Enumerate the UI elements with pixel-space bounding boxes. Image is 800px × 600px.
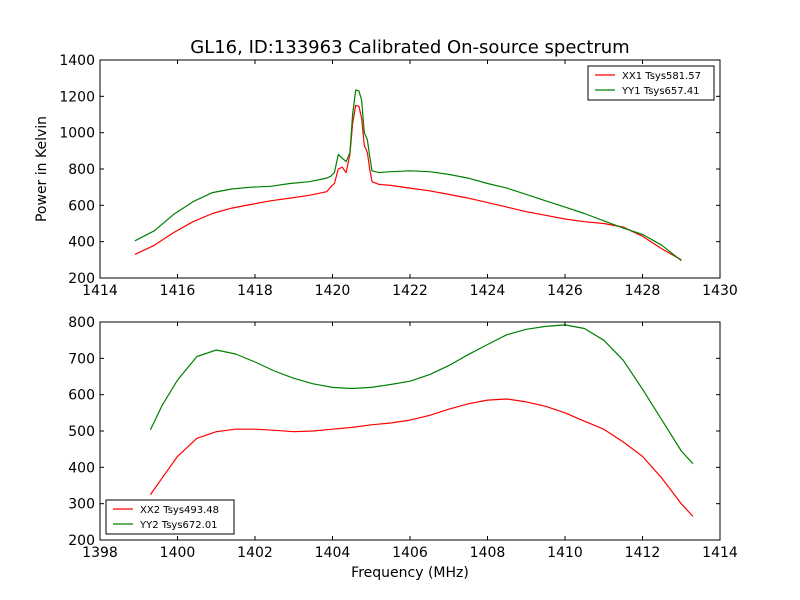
y-tick-label: 600 [68, 198, 95, 214]
legend-label: XX2 Tsys493.48 [140, 505, 219, 516]
x-tick-label: 1408 [470, 545, 506, 561]
y-tick-label: 1400 [59, 53, 95, 69]
x-tick-label: 1416 [160, 283, 196, 299]
x-tick-label: 1402 [237, 545, 273, 561]
chart-title: GL16, ID:133963 Calibrated On-source spe… [190, 37, 629, 58]
y-tick-label: 200 [68, 533, 95, 549]
x-tick-label: 1406 [392, 545, 428, 561]
y-tick-label: 500 [68, 424, 95, 440]
y-tick-label: 400 [68, 235, 95, 251]
x-tick-label: 1424 [470, 283, 506, 299]
x-tick-label: 1410 [547, 545, 583, 561]
legend: XX2 Tsys493.48 YY2 Tsys672.01 [105, 499, 235, 535]
legend-box [105, 499, 235, 535]
x-tick-label: 1428 [625, 283, 661, 299]
x-tick-label: 1414 [82, 283, 118, 299]
x-tick-label: 1422 [392, 283, 428, 299]
legend-label: YY2 Tsys672.01 [139, 520, 218, 531]
legend: XX1 Tsys581.57 YY1 Tsys657.41 [587, 65, 715, 101]
x-tick-label: 1420 [315, 283, 351, 299]
series-line-1 [134, 104, 682, 261]
x-tick-label: 1412 [625, 545, 661, 561]
y-tick-label: 800 [68, 162, 95, 178]
chart-panel-2: 1398 1400 1402 1404 1406 1408 1410 1412 1414 200 3… [68, 315, 738, 561]
legend-box [587, 65, 715, 101]
plots-area: 1414 1416 1418 1420 1422 1424 1426 1428 1430 200 4… [59, 53, 738, 561]
x-tick-label: 1398 [82, 545, 118, 561]
series-line-1 [149, 398, 694, 517]
y-tick-label: 1000 [59, 126, 95, 142]
x-tick-label: 1400 [160, 545, 196, 561]
y-tick-label: 300 [68, 497, 95, 513]
x-tick-label: 1418 [237, 283, 273, 299]
y-tick-label: 800 [68, 315, 95, 331]
x-tick-label: 1414 [702, 545, 738, 561]
y-tick-label: 700 [68, 351, 95, 367]
y-tick-label: 400 [68, 460, 95, 476]
y-tick-label: 200 [68, 271, 95, 287]
legend-label: YY1 Tsys657.41 [621, 86, 700, 97]
y-axis-label: Power in Kelvin [34, 116, 50, 222]
x-tick-label: 1426 [547, 283, 583, 299]
y-tick-label: 1200 [59, 89, 95, 105]
x-tick-label: 1430 [702, 283, 738, 299]
chart-panel-1: 1414 1416 1418 1420 1422 1424 1426 1428 1430 200 4… [59, 53, 737, 299]
series-line-2 [149, 324, 694, 465]
x-tick-label: 1404 [315, 545, 351, 561]
y-tick-label: 600 [68, 388, 95, 404]
x-axis-label: Frequency (MHz) [351, 565, 469, 581]
legend-label: XX1 Tsys581.57 [622, 71, 701, 82]
series-line-2 [134, 89, 682, 262]
